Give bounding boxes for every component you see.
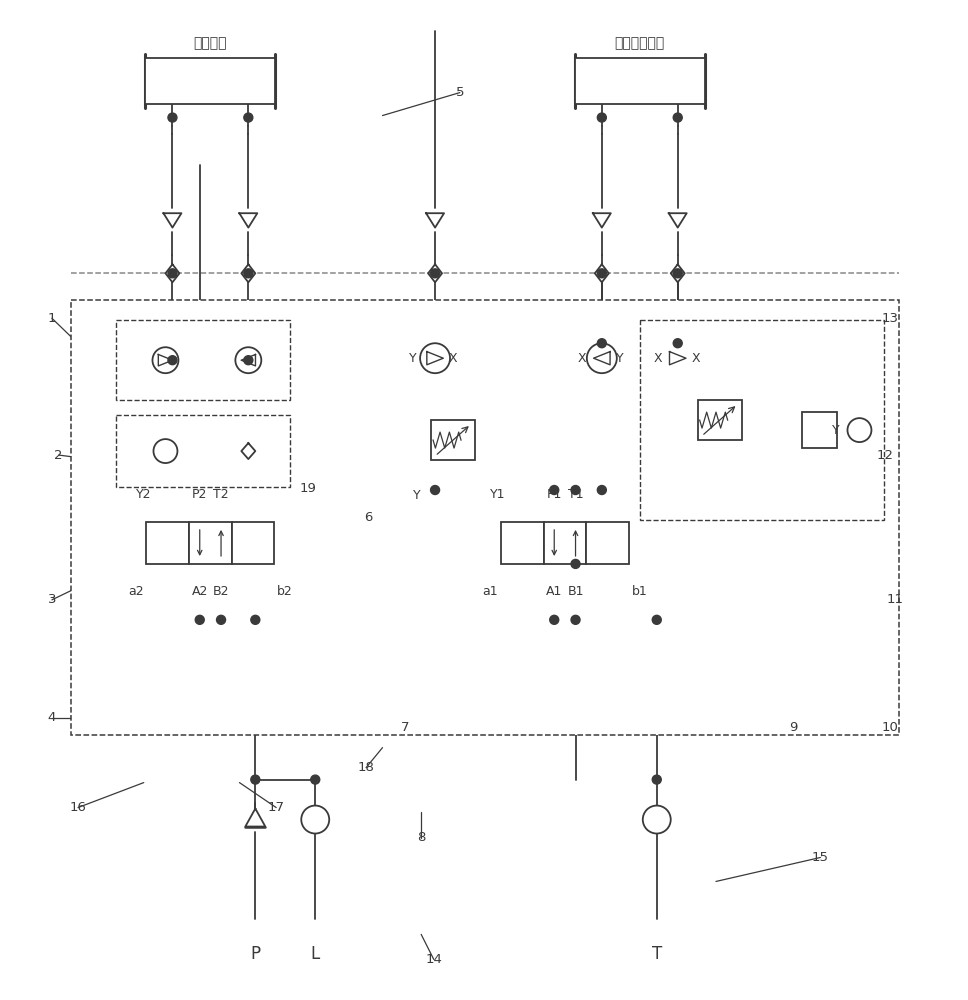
- Text: P1: P1: [547, 488, 561, 501]
- Text: Y: Y: [616, 352, 623, 365]
- Text: 打泥油缸: 打泥油缸: [194, 37, 227, 51]
- Text: 15: 15: [812, 851, 829, 864]
- Text: 5: 5: [456, 86, 464, 99]
- Text: P2: P2: [192, 488, 207, 501]
- Text: 6: 6: [364, 511, 372, 524]
- Circle shape: [571, 615, 580, 624]
- Circle shape: [244, 113, 253, 122]
- Circle shape: [431, 269, 439, 278]
- Circle shape: [673, 113, 682, 122]
- Text: P: P: [251, 945, 260, 963]
- Text: Y: Y: [409, 352, 417, 365]
- Text: Y: Y: [413, 489, 421, 502]
- Circle shape: [597, 113, 606, 122]
- Text: A1: A1: [546, 585, 562, 598]
- Circle shape: [652, 775, 661, 784]
- Text: 18: 18: [357, 761, 375, 774]
- Text: L: L: [311, 945, 319, 963]
- Text: 14: 14: [425, 953, 442, 966]
- Text: X: X: [578, 352, 587, 365]
- Circle shape: [168, 113, 177, 122]
- Circle shape: [420, 343, 450, 373]
- Bar: [189, 522, 231, 564]
- Text: T: T: [651, 945, 662, 963]
- Circle shape: [251, 775, 259, 784]
- Circle shape: [301, 806, 329, 834]
- Text: 7: 7: [401, 721, 409, 734]
- Bar: [146, 522, 189, 564]
- Bar: [431, 420, 475, 460]
- Circle shape: [597, 486, 606, 495]
- Bar: [802, 412, 837, 448]
- Text: T1: T1: [567, 488, 584, 501]
- Circle shape: [652, 615, 661, 624]
- Text: 1: 1: [47, 312, 56, 325]
- Circle shape: [168, 356, 177, 365]
- Text: 4: 4: [47, 711, 56, 724]
- Circle shape: [673, 339, 682, 348]
- Circle shape: [673, 269, 682, 278]
- Text: T2: T2: [213, 488, 228, 501]
- Circle shape: [244, 269, 253, 278]
- Text: 17: 17: [268, 801, 285, 814]
- Circle shape: [663, 343, 693, 373]
- Bar: [145, 58, 275, 104]
- Circle shape: [244, 356, 253, 365]
- Circle shape: [571, 486, 580, 495]
- Bar: [575, 58, 705, 104]
- Circle shape: [196, 615, 204, 624]
- Circle shape: [550, 486, 559, 495]
- Circle shape: [311, 775, 319, 784]
- Text: 19: 19: [300, 482, 317, 495]
- Bar: [544, 522, 587, 564]
- Text: Y1: Y1: [490, 488, 505, 501]
- Text: 9: 9: [789, 721, 798, 734]
- Bar: [698, 400, 741, 440]
- Text: 8: 8: [417, 831, 425, 844]
- Bar: [231, 522, 274, 564]
- Text: 泥墙旋转油缸: 泥墙旋转油缸: [615, 37, 665, 51]
- Circle shape: [571, 559, 580, 568]
- Text: Y2: Y2: [136, 488, 151, 501]
- Text: A2: A2: [192, 585, 208, 598]
- Circle shape: [431, 486, 439, 495]
- Text: 12: 12: [877, 449, 893, 462]
- Text: a1: a1: [482, 585, 498, 598]
- Bar: [115, 320, 290, 400]
- Text: b1: b1: [632, 585, 648, 598]
- Circle shape: [597, 339, 606, 348]
- Text: Y: Y: [832, 424, 839, 437]
- Circle shape: [587, 343, 617, 373]
- Bar: [115, 415, 290, 487]
- Circle shape: [235, 347, 261, 373]
- Bar: [587, 522, 629, 564]
- Text: a2: a2: [128, 585, 143, 598]
- Text: B2: B2: [213, 585, 229, 598]
- Circle shape: [153, 347, 178, 373]
- Circle shape: [168, 269, 177, 278]
- Circle shape: [643, 806, 671, 834]
- Circle shape: [251, 615, 259, 624]
- Text: 16: 16: [70, 801, 86, 814]
- Circle shape: [550, 615, 559, 624]
- Text: X: X: [449, 352, 457, 365]
- Text: 10: 10: [882, 721, 898, 734]
- Circle shape: [154, 439, 177, 463]
- Text: 3: 3: [47, 593, 56, 606]
- Text: X: X: [653, 352, 662, 365]
- Circle shape: [847, 418, 871, 442]
- Bar: [71, 300, 899, 735]
- Text: 11: 11: [887, 593, 903, 606]
- Text: 13: 13: [882, 312, 898, 325]
- Text: B1: B1: [567, 585, 584, 598]
- Bar: [640, 320, 885, 520]
- Bar: [501, 522, 544, 564]
- Text: b2: b2: [277, 585, 293, 598]
- Text: 2: 2: [54, 449, 63, 462]
- Circle shape: [217, 615, 226, 624]
- Circle shape: [597, 269, 606, 278]
- Text: X: X: [691, 352, 700, 365]
